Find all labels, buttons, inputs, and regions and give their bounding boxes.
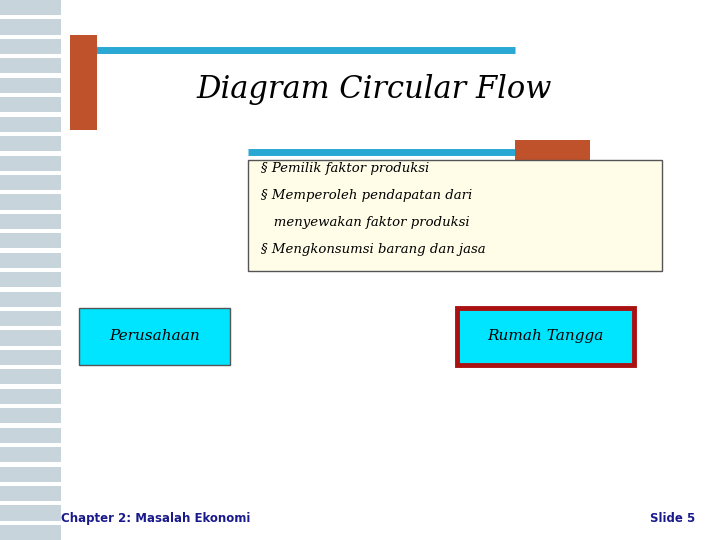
FancyBboxPatch shape [0, 39, 61, 54]
FancyBboxPatch shape [0, 428, 61, 443]
FancyBboxPatch shape [70, 35, 97, 130]
FancyBboxPatch shape [0, 350, 61, 365]
FancyBboxPatch shape [0, 253, 61, 268]
FancyBboxPatch shape [0, 175, 61, 190]
FancyBboxPatch shape [0, 486, 61, 501]
FancyBboxPatch shape [0, 311, 61, 326]
FancyBboxPatch shape [0, 330, 61, 346]
FancyBboxPatch shape [0, 467, 61, 482]
Text: § Memperoleh pendapatan dari: § Memperoleh pendapatan dari [261, 189, 472, 202]
FancyBboxPatch shape [0, 194, 61, 210]
FancyBboxPatch shape [0, 233, 61, 248]
FancyBboxPatch shape [0, 78, 61, 93]
FancyBboxPatch shape [0, 0, 61, 15]
FancyBboxPatch shape [0, 389, 61, 404]
FancyBboxPatch shape [0, 272, 61, 287]
Text: menyewakan faktor produksi: menyewakan faktor produksi [261, 216, 470, 229]
FancyBboxPatch shape [0, 525, 61, 540]
FancyBboxPatch shape [0, 58, 61, 73]
FancyBboxPatch shape [0, 214, 61, 229]
FancyBboxPatch shape [0, 369, 61, 384]
FancyBboxPatch shape [0, 505, 61, 521]
Text: Perusahaan: Perusahaan [109, 329, 200, 343]
FancyBboxPatch shape [0, 408, 61, 423]
FancyBboxPatch shape [79, 308, 230, 364]
Text: § Mengkonsumsi barang dan jasa: § Mengkonsumsi barang dan jasa [261, 243, 486, 256]
FancyBboxPatch shape [248, 160, 662, 271]
Text: Chapter 2: Masalah Ekonomi: Chapter 2: Masalah Ekonomi [61, 512, 251, 525]
FancyBboxPatch shape [0, 136, 61, 151]
Text: Slide 5: Slide 5 [649, 512, 695, 525]
FancyBboxPatch shape [0, 156, 61, 171]
FancyBboxPatch shape [0, 97, 61, 112]
Text: Diagram Circular Flow: Diagram Circular Flow [197, 73, 552, 105]
FancyBboxPatch shape [0, 19, 61, 35]
Text: Rumah Tangga: Rumah Tangga [487, 329, 603, 343]
FancyBboxPatch shape [0, 292, 61, 307]
FancyBboxPatch shape [0, 117, 61, 132]
FancyBboxPatch shape [457, 308, 634, 364]
Text: § Pemilik faktor produksi: § Pemilik faktor produksi [261, 162, 430, 175]
FancyBboxPatch shape [515, 140, 590, 163]
FancyBboxPatch shape [0, 447, 61, 462]
